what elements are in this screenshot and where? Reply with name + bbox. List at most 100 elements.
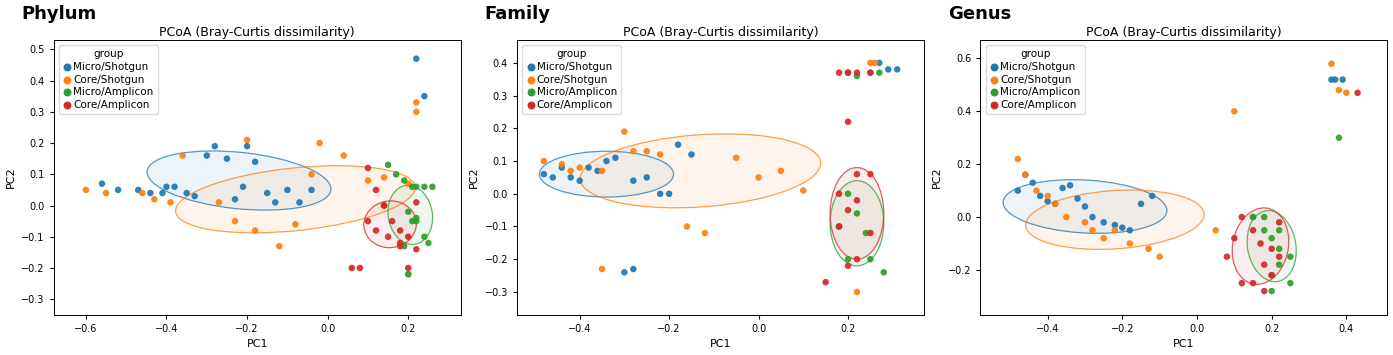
Core/Shotgun	[131, 190, 153, 196]
Core/Shotgun	[793, 188, 815, 193]
Title: PCoA (Bray-Curtis dissimilarity): PCoA (Bray-Curtis dissimilarity)	[623, 26, 818, 39]
Core/Amplicon	[389, 228, 411, 233]
Micro/Shotgun	[550, 165, 573, 170]
Micro/Amplicon	[868, 70, 890, 76]
Micro/Shotgun	[1007, 188, 1029, 193]
Micro/Amplicon	[1279, 254, 1301, 260]
Core/Amplicon	[405, 246, 428, 252]
Micro/Shotgun	[667, 142, 690, 148]
Micro/Shotgun	[184, 193, 206, 199]
Ellipse shape	[387, 185, 433, 245]
Micro/Shotgun	[1323, 77, 1346, 82]
Micro/Amplicon	[378, 162, 400, 168]
Micro/Amplicon	[837, 70, 859, 76]
Core/Shotgun	[171, 153, 194, 158]
Core/Shotgun	[159, 200, 181, 205]
Core/Shotgun	[301, 171, 323, 177]
Core/Shotgun	[1103, 228, 1126, 233]
Core/Shotgun	[846, 289, 868, 295]
Core/Shotgun	[143, 196, 166, 202]
Ellipse shape	[1233, 208, 1289, 284]
Core/Amplicon	[1243, 280, 1265, 286]
X-axis label: PC1: PC1	[710, 339, 731, 349]
Core/Shotgun	[1119, 241, 1141, 246]
Micro/Shotgun	[1052, 185, 1074, 191]
Core/Amplicon	[1268, 219, 1290, 225]
Micro/Shotgun	[405, 56, 428, 61]
Ellipse shape	[1003, 180, 1167, 233]
Micro/Amplicon	[405, 215, 428, 221]
Core/Shotgun	[1149, 254, 1172, 260]
Core/Shotgun	[405, 100, 428, 105]
Core/Shotgun	[75, 187, 98, 193]
Micro/Shotgun	[1014, 172, 1036, 178]
Core/Amplicon	[837, 207, 859, 213]
Micro/Amplicon	[401, 184, 423, 190]
Micro/Amplicon	[1254, 228, 1276, 233]
Micro/Shotgun	[578, 165, 600, 170]
Micro/Shotgun	[568, 178, 591, 184]
Core/Amplicon	[1243, 228, 1265, 233]
Micro/Shotgun	[657, 191, 680, 197]
Core/Shotgun	[859, 60, 882, 66]
Micro/Amplicon	[401, 218, 423, 224]
Core/Amplicon	[837, 70, 859, 76]
Core/Shotgun	[591, 266, 613, 272]
Micro/Amplicon	[827, 224, 850, 229]
Core/Shotgun	[550, 162, 573, 167]
Core/Amplicon	[859, 70, 882, 76]
Core/Shotgun	[95, 190, 117, 196]
Core/Amplicon	[1254, 288, 1276, 294]
Core/Amplicon	[378, 234, 400, 240]
Micro/Amplicon	[1328, 135, 1350, 141]
Legend: Micro/Shotgun, Core/Shotgun, Micro/Amplicon, Core/Amplicon: Micro/Shotgun, Core/Shotgun, Micro/Ampli…	[522, 45, 621, 114]
Core/Amplicon	[1254, 262, 1276, 267]
Micro/Amplicon	[837, 191, 859, 197]
Ellipse shape	[148, 151, 332, 210]
Micro/Shotgun	[1081, 214, 1103, 220]
Core/Shotgun	[1025, 188, 1048, 193]
Micro/Shotgun	[613, 269, 635, 275]
Micro/Shotgun	[235, 143, 258, 149]
Core/Shotgun	[748, 175, 770, 180]
Micro/Amplicon	[1268, 246, 1290, 252]
Micro/Amplicon	[1261, 272, 1283, 278]
Micro/Shotgun	[635, 175, 657, 180]
Micro/Shotgun	[203, 143, 226, 149]
Micro/Shotgun	[1043, 201, 1066, 207]
Core/Shotgun	[224, 218, 247, 224]
Core/Amplicon	[348, 265, 371, 271]
Micro/Amplicon	[414, 184, 436, 190]
Micro/Amplicon	[859, 256, 882, 262]
Micro/Shotgun	[127, 187, 149, 193]
Micro/Shotgun	[1112, 225, 1134, 230]
Core/Amplicon	[859, 171, 882, 177]
Y-axis label: PC2: PC2	[932, 166, 943, 188]
Legend: Micro/Shotgun, Core/Shotgun, Micro/Amplicon, Core/Amplicon: Micro/Shotgun, Core/Shotgun, Micro/Ampli…	[59, 45, 157, 114]
Core/Amplicon	[1261, 272, 1283, 278]
Ellipse shape	[364, 201, 417, 248]
Micro/Amplicon	[1268, 228, 1290, 233]
Y-axis label: PC2: PC2	[469, 166, 479, 188]
Core/Amplicon	[1347, 90, 1369, 95]
Micro/Shotgun	[1059, 182, 1081, 188]
Micro/Amplicon	[393, 243, 415, 249]
Core/Shotgun	[568, 165, 591, 170]
Core/Amplicon	[859, 230, 882, 236]
X-axis label: PC1: PC1	[247, 339, 267, 349]
Core/Shotgun	[269, 243, 291, 249]
Ellipse shape	[830, 181, 883, 266]
Core/Amplicon	[341, 265, 364, 271]
Core/Shotgun	[864, 60, 886, 66]
Micro/Shotgun	[176, 190, 198, 196]
Micro/Amplicon	[414, 234, 436, 240]
Core/Shotgun	[235, 137, 258, 143]
Core/Shotgun	[1205, 228, 1227, 233]
Core/Shotgun	[1092, 235, 1114, 241]
Core/Amplicon	[1268, 254, 1290, 260]
Core/Amplicon	[1250, 241, 1272, 246]
Core/Amplicon	[397, 234, 419, 240]
Micro/Shotgun	[1074, 204, 1096, 209]
Core/Amplicon	[1216, 254, 1238, 260]
Core/Amplicon	[846, 197, 868, 203]
